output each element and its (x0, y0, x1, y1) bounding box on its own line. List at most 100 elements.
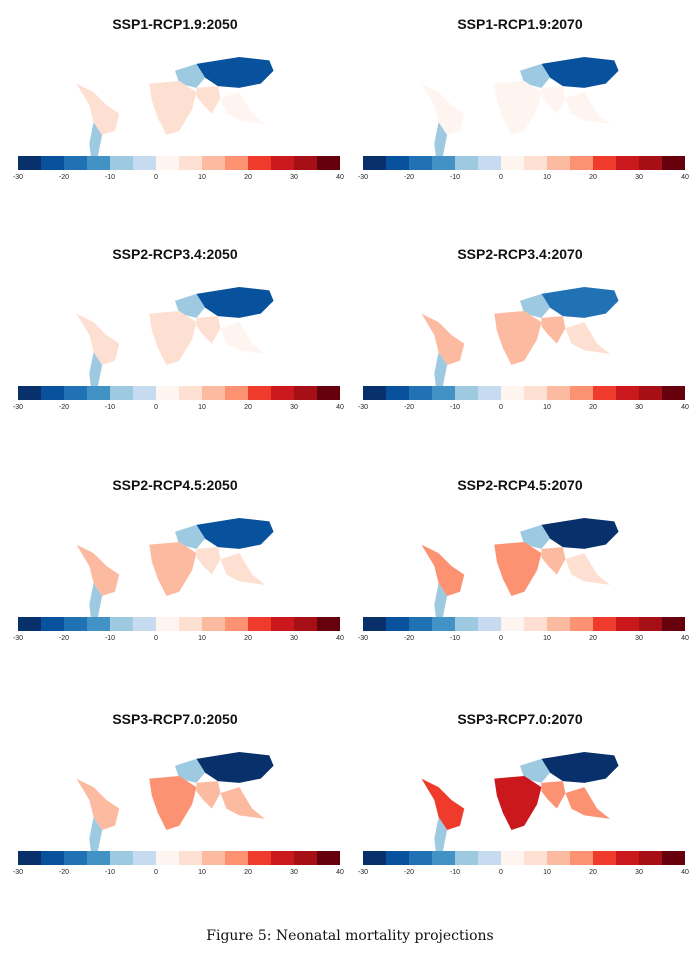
region-north-asia (541, 752, 619, 783)
legend-swatch (363, 851, 386, 865)
legend-swatch (202, 851, 225, 865)
region-africa (149, 776, 197, 830)
world-map (421, 57, 619, 165)
legend-swatch (18, 617, 41, 631)
legend-swatch (363, 386, 386, 400)
legend-tick-label: -20 (403, 174, 415, 181)
region-south-asia (196, 547, 221, 575)
legend-swatch (616, 851, 639, 865)
legend-tick-label: 20 (589, 404, 597, 411)
legend-tick-label: -10 (104, 869, 116, 876)
region-south-asia (541, 781, 566, 809)
legend-swatch (41, 156, 64, 170)
legend-swatch (409, 386, 432, 400)
legend-tick-label: 10 (543, 869, 551, 876)
region-southern-s-america (89, 583, 103, 626)
legend-tick-label: -30 (357, 404, 369, 411)
region-southern-s-america (89, 352, 103, 395)
legend-swatch (225, 617, 248, 631)
color-legend (18, 156, 340, 170)
world-map (76, 518, 274, 626)
legend-tick-label: -20 (58, 404, 70, 411)
color-legend (18, 386, 340, 400)
region-se-asia (565, 92, 610, 124)
legend-swatch (110, 156, 133, 170)
legend-swatch (248, 156, 271, 170)
legend-swatch (294, 851, 317, 865)
legend-tick-label: 20 (244, 635, 252, 642)
legend-tick-label: 40 (681, 404, 689, 411)
region-europe (520, 524, 550, 549)
region-north-asia (196, 57, 274, 88)
region-se-asia (565, 322, 610, 354)
region-africa (494, 81, 542, 135)
region-north-asia (196, 518, 274, 549)
color-legend (363, 851, 685, 865)
legend-swatch (478, 851, 501, 865)
map-panel: SSP1-RCP1.9:2050 -30 -20 -10 0 10 20 30 40 (10, 10, 344, 210)
panel-title: SSP2-RCP4.5:2050 (112, 477, 238, 493)
legend-tick-label: 0 (499, 174, 503, 181)
legend-swatch (547, 851, 570, 865)
map-panel: SSP1-RCP1.9:2070 -30 -20 -10 0 10 20 30 40 (355, 10, 689, 210)
legend-tick-label: 30 (290, 174, 298, 181)
region-southern-s-america (434, 817, 448, 860)
region-se-asia (220, 553, 265, 585)
legend-swatch (41, 617, 64, 631)
legend-tick-label: -30 (357, 635, 369, 642)
legend-tick-label: 0 (154, 635, 158, 642)
world-map (76, 287, 274, 395)
legend-tick-label: -30 (12, 635, 24, 642)
legend-swatch (616, 386, 639, 400)
panel-title: SSP3-RCP7.0:2070 (457, 711, 583, 727)
legend-swatch (616, 617, 639, 631)
map-panel: SSP2-RCP4.5:2070 -30 -20 -10 0 10 20 30 40 (355, 471, 689, 671)
region-south-asia (196, 316, 221, 344)
legend-swatch (570, 386, 593, 400)
legend-swatch (133, 386, 156, 400)
legend-swatch (409, 851, 432, 865)
legend-swatch (41, 851, 64, 865)
region-latin-america (76, 544, 120, 596)
legend-swatch (662, 617, 685, 631)
legend-swatch (294, 617, 317, 631)
map-panel: SSP3-RCP7.0:2050 -30 -20 -10 0 10 20 30 40 (10, 705, 344, 905)
legend-tick-label: 0 (499, 635, 503, 642)
legend-tick-label: 10 (198, 404, 206, 411)
region-north-asia (541, 287, 619, 318)
legend-tick-label: 0 (154, 869, 158, 876)
legend-swatch (524, 851, 547, 865)
legend-swatch (225, 851, 248, 865)
legend-tick-label: 20 (589, 635, 597, 642)
world-map (421, 752, 619, 860)
region-latin-america (76, 83, 120, 135)
legend-swatch (455, 617, 478, 631)
legend-swatch (156, 617, 179, 631)
legend-swatch (455, 156, 478, 170)
panel-title: SSP3-RCP7.0:2050 (112, 711, 238, 727)
region-latin-america (76, 313, 120, 365)
region-europe (175, 758, 205, 783)
region-se-asia (220, 787, 265, 819)
legend-swatch (41, 386, 64, 400)
color-legend (363, 156, 685, 170)
map-panel: SSP2-RCP3.4:2050 -30 -20 -10 0 10 20 30 40 (10, 240, 344, 440)
region-europe (175, 63, 205, 88)
region-southern-s-america (89, 122, 103, 165)
legend-swatch (133, 156, 156, 170)
legend-tick-label: 10 (543, 635, 551, 642)
legend-swatch (179, 617, 202, 631)
legend-swatch (639, 386, 662, 400)
legend-swatch (179, 851, 202, 865)
legend-swatch (386, 156, 409, 170)
panel-title: SSP2-RCP4.5:2070 (457, 477, 583, 493)
legend-swatch (593, 156, 616, 170)
region-latin-america (421, 313, 465, 365)
color-legend (363, 617, 685, 631)
region-latin-america (421, 778, 465, 830)
legend-tick-label: 20 (589, 174, 597, 181)
map-panel: SSP2-RCP3.4:2070 -30 -20 -10 0 10 20 30 40 (355, 240, 689, 440)
region-se-asia (565, 787, 610, 819)
legend-swatch (639, 156, 662, 170)
legend-swatch (386, 617, 409, 631)
